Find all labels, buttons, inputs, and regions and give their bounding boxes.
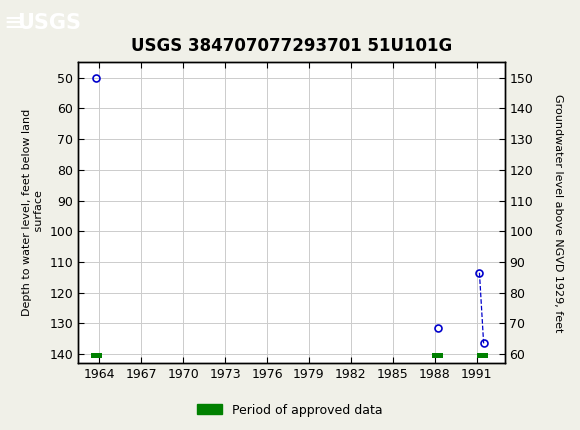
Text: ≡: ≡ bbox=[3, 11, 24, 34]
Text: USGS: USGS bbox=[17, 12, 81, 33]
Bar bbox=[477, 353, 488, 358]
Bar bbox=[91, 353, 102, 358]
Title: USGS 384707077293701 51U101G: USGS 384707077293701 51U101G bbox=[131, 37, 452, 55]
Legend: Period of approved data: Period of approved data bbox=[192, 399, 388, 421]
Bar bbox=[432, 353, 443, 358]
Y-axis label: Groundwater level above NGVD 1929, feet: Groundwater level above NGVD 1929, feet bbox=[553, 94, 563, 332]
Y-axis label: Depth to water level, feet below land
 surface: Depth to water level, feet below land su… bbox=[23, 109, 44, 316]
